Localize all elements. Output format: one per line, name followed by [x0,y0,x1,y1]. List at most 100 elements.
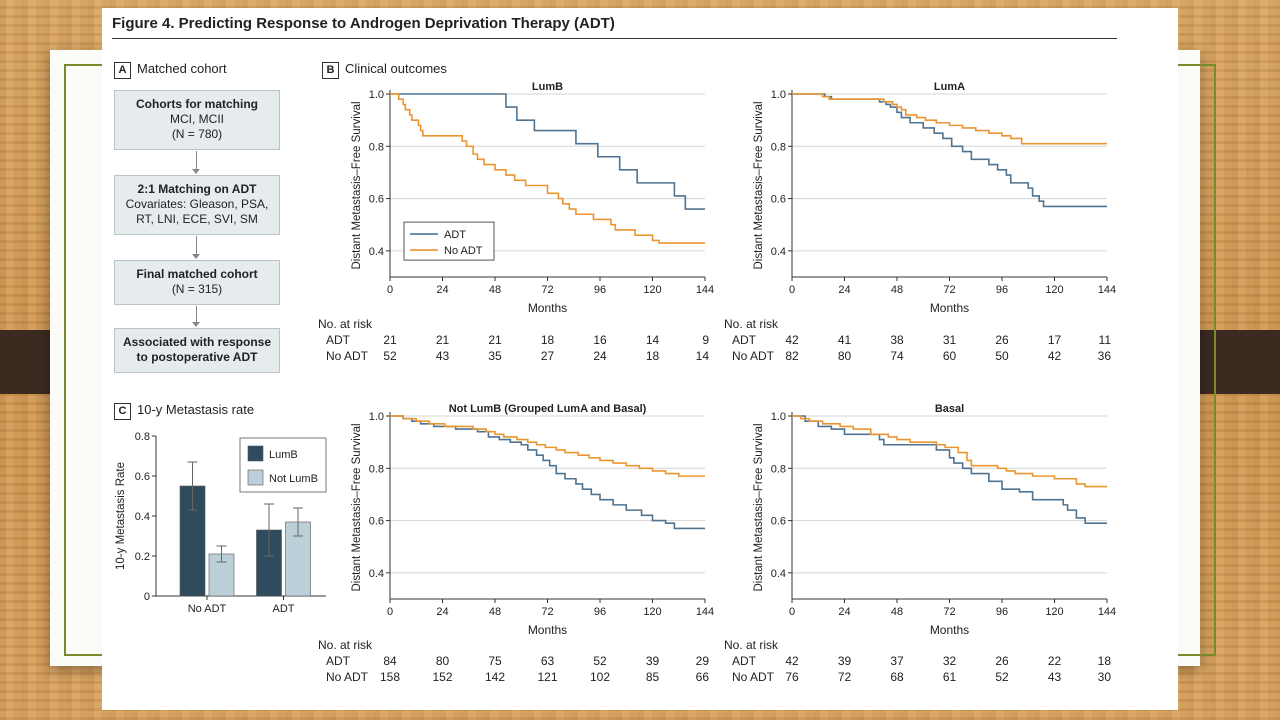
risk-count: 38 [890,333,904,347]
risk-count: 18 [645,349,660,363]
y-tick-label: 0.4 [369,246,384,258]
x-tick-label: 72 [943,606,955,618]
survival-curve-no-adt [390,93,705,244]
legend-label: LumB [269,449,298,461]
risk-row-label: ADT [732,654,756,668]
legend-label: No ADT [444,245,483,257]
x-tick-label: 0 [387,606,393,618]
legend-label: Not LumB [269,473,318,485]
risk-count: 43 [435,349,450,363]
risk-count: 42 [785,333,799,347]
risk-count: 21 [488,333,502,347]
risk-count: 21 [435,333,450,347]
x-tick-label: 144 [1098,606,1116,618]
risk-table-header: No. at risk [318,638,373,652]
survival-curve-adt [792,415,1107,524]
y-tick-label: 0.8 [771,463,786,475]
risk-count: 63 [540,654,555,668]
panel-a-letter: A [114,62,131,79]
x-tick-label: 120 [643,284,661,296]
chart-title: LumA [934,81,965,93]
y-tick-label: 0.4 [135,511,150,523]
survival-curve-adt [390,415,705,530]
risk-row-label: No ADT [326,349,369,363]
x-axis-label: Months [528,301,567,315]
risk-count: 84 [383,654,397,668]
km-chart-lumb: 0.4 0.6 0.8 1.0 0 24 48 72 96 120 144 Months Distant… [351,81,714,315]
figure-title: Figure 4. Predicting Response to Androge… [112,15,615,32]
panel-a-title: Matched cohort [137,61,227,76]
risk-count: 66 [695,670,709,684]
x-tick-label: No ADT [188,603,227,615]
risk-count: 22 [1047,654,1062,668]
x-tick-label: 120 [1045,606,1063,618]
x-tick-label: 0 [387,284,393,296]
risk-count: 60 [942,349,957,363]
km-chart-basal: 0.4 0.6 0.8 1.0 0 24 48 72 96 120 144 Months Distant… [753,403,1116,637]
x-tick-label: 144 [1098,284,1116,296]
risk-count: 26 [995,654,1009,668]
flow-box-line: Covariates: Gleason, PSA, [125,197,269,211]
legend-box [403,221,495,261]
survival-curve-adt [390,93,705,210]
survival-curve-no-adt [390,415,705,477]
flow-box-association: Associated with response to postoperativ… [114,328,280,373]
risk-row-label: No ADT [732,349,775,363]
x-axis-label: Months [528,623,567,637]
risk-count: 17 [1047,333,1062,347]
bar-chart-metastasis-rate: 0 0.2 0.4 0.6 0.8 10-y Metastasis Rate No ADT A… [115,431,327,615]
risk-count: 31 [942,333,957,347]
survival-curve-no-adt [792,415,1107,488]
y-tick-label: 1.0 [771,89,786,101]
flow-box-line: (N = 315) [171,282,223,296]
risk-count: 14 [645,333,660,347]
flow-box-title: Cohorts for matching [136,97,258,111]
risk-count: 72 [837,670,852,684]
flow-box-cohorts: Cohorts for matching MCI, MCII (N = 780) [114,90,280,150]
panel-b-title: Clinical outcomes [345,61,447,76]
chart-title: Basal [935,403,964,415]
panel-c-letter: C [114,403,131,420]
survival-curve-adt [792,93,1107,208]
risk-count: 18 [540,333,555,347]
x-tick-label: 24 [436,606,448,618]
y-tick-label: 0.6 [771,194,786,206]
risk-count: 76 [785,670,799,684]
risk-table-header: No. at risk [724,638,779,652]
x-tick-label: 72 [541,284,553,296]
y-tick-label: 0.8 [369,141,384,153]
x-tick-label: 120 [1045,284,1063,296]
risk-count: 80 [837,349,852,363]
x-tick-label: 120 [643,606,661,618]
risk-row-label: ADT [326,333,350,347]
x-tick-label: 96 [996,606,1008,618]
risk-count: 14 [695,349,709,363]
risk-count: 142 [484,670,506,684]
y-tick-label: 0.2 [135,551,150,563]
risk-count: 50 [995,349,1009,363]
km-chart-luma: 0.4 0.6 0.8 1.0 0 24 48 72 96 120 144 Months Distant… [753,81,1116,315]
y-tick-label: 0.8 [369,463,384,475]
flow-box-title: Final matched cohort [136,267,258,281]
y-tick-label: 1.0 [771,411,786,423]
risk-count: 29 [695,654,709,668]
flow-box-title: Associated with response [122,335,272,349]
risk-count: 52 [383,349,397,363]
x-tick-label: 48 [489,606,501,618]
risk-count: 152 [432,670,453,684]
x-tick-label: 24 [838,284,850,296]
risk-table-header: No. at risk [318,317,373,331]
flow-box-line: (N = 780) [171,127,223,141]
x-tick-label: 96 [996,284,1008,296]
legend-swatch [247,469,264,486]
x-tick-label: 96 [594,606,606,618]
flow-box-line: RT, LNI, ECE, SVI, SM [136,212,258,226]
risk-count: 11 [1098,333,1111,347]
y-tick-label: 0.6 [771,516,786,528]
risk-table-header: No. at risk [724,317,779,331]
y-tick-label: 1.0 [369,411,384,423]
risk-count: 158 [379,670,401,684]
risk-count: 82 [785,349,799,363]
risk-row-label: ADT [732,333,756,347]
survival-curve-no-adt [792,93,1107,145]
